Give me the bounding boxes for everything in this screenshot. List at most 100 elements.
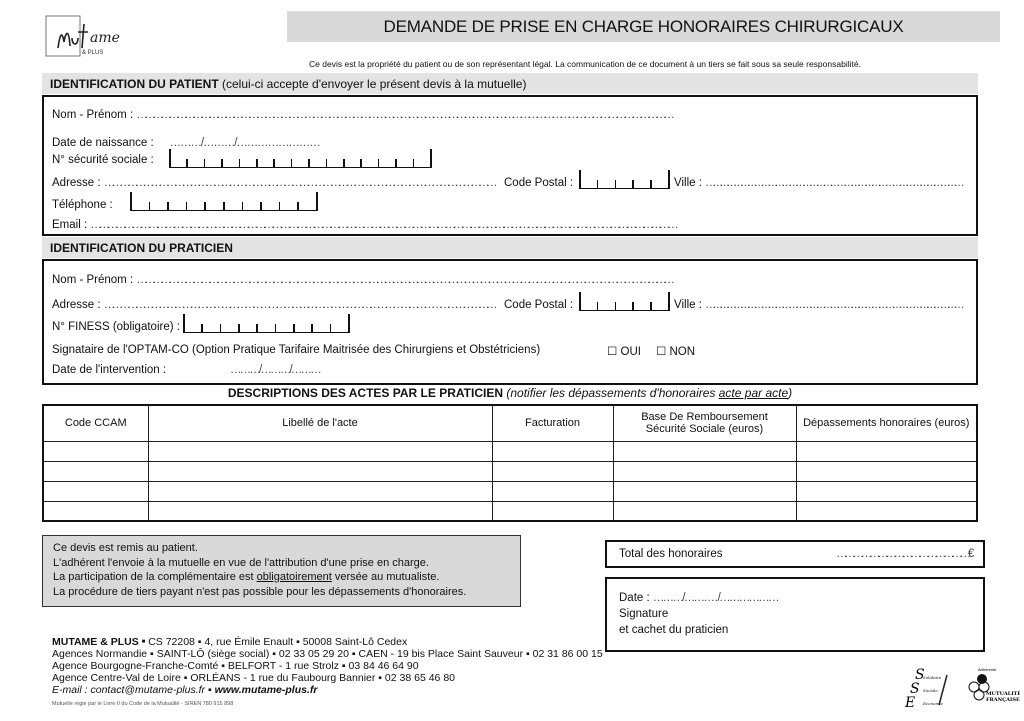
patient-cp-input[interactable] <box>579 170 670 189</box>
digit-cell-divider <box>278 202 281 210</box>
digit-cell-divider <box>203 159 206 167</box>
table-cell[interactable] <box>491 460 614 482</box>
digit-cell-divider <box>204 202 206 210</box>
table-cell[interactable] <box>795 460 978 482</box>
page-title: DEMANDE DE PRISE EN CHARGE HONORAIRES CH… <box>287 11 1000 42</box>
digit-cell-divider <box>614 302 617 310</box>
patient-notice: Ce devis est remis au patient. L'adhéren… <box>42 535 521 607</box>
finess-label: N° FINESS (obligatoire) : <box>52 321 180 333</box>
digit-cell-divider <box>167 202 169 210</box>
mutame-logo: ame & PLUS <box>44 12 154 62</box>
table-cell[interactable] <box>795 440 978 462</box>
digit-cell-divider <box>311 324 313 332</box>
table-cell[interactable] <box>612 500 797 522</box>
digit-cell-divider <box>238 324 240 332</box>
signature-box[interactable]: Date : ………/……… . /……………… Signature et ca… <box>605 577 985 652</box>
table-cell[interactable] <box>147 500 493 522</box>
table-row <box>42 500 978 522</box>
ess-logo: S S E Solidaire Sociale Economie <box>905 665 950 710</box>
col-facturation: Facturation <box>491 404 614 442</box>
disclaimer: Ce devis est la propriété du patient ou … <box>309 59 861 69</box>
ess-text: Solidaire Sociale Economie <box>923 675 943 706</box>
notice-line: La procédure de tiers payant n'est pas p… <box>53 585 467 598</box>
digit-cell-divider <box>219 324 222 332</box>
patient-address-field[interactable]: Adresse : ………………………………………………………………………………… <box>52 177 497 189</box>
table-cell[interactable] <box>42 460 149 482</box>
mutualite-francaise-logo: Adhérente MUTUALITÉ FRANÇAISE <box>960 665 1021 705</box>
table-cell[interactable] <box>491 500 614 522</box>
actes-heading: DESCRIPTIONS DES ACTES PAR LE PRATICIEN … <box>227 386 793 400</box>
digit-cell-divider <box>241 202 244 210</box>
optam-non-checkbox[interactable]: ☐ NON <box>656 346 696 358</box>
svg-text:S: S <box>910 681 920 697</box>
digit-cell-divider <box>186 159 188 167</box>
digit-cell-divider <box>579 170 581 188</box>
digit-cell-divider <box>148 202 151 210</box>
digit-cell-divider <box>256 324 258 332</box>
digit-cell-divider <box>650 180 652 188</box>
digit-cell-divider <box>273 159 275 167</box>
total-honoraires-field[interactable]: Total des honoraires …………………………………………€ <box>605 540 985 568</box>
digit-cell-divider <box>290 159 293 167</box>
digit-cell-divider <box>183 314 185 332</box>
actes-table: Code CCAM Libellé de l'acte Facturation … <box>42 404 978 522</box>
table-cell[interactable] <box>612 480 797 502</box>
table-cell[interactable] <box>612 440 797 462</box>
table-cell[interactable] <box>491 440 614 462</box>
table-cell[interactable] <box>147 480 493 502</box>
patient-tel-input[interactable] <box>130 192 318 211</box>
svg-text:E: E <box>905 695 915 710</box>
svg-text:Adhérente: Adhérente <box>978 667 997 672</box>
table-cell[interactable] <box>147 460 493 482</box>
patient-city-field[interactable]: Ville : ……………………………………………………………………………………… <box>674 177 965 189</box>
signature-label: Signature <box>619 608 669 620</box>
praticien-name-field[interactable]: Nom - Prénom : …………………………………………………………………… <box>52 274 675 286</box>
digit-cell-divider <box>316 192 318 210</box>
praticien-section-header: IDENTIFICATION DU PRATICIEN <box>42 237 978 258</box>
digit-cell-divider <box>223 202 225 210</box>
table-cell[interactable] <box>795 500 978 522</box>
table-cell[interactable] <box>795 480 978 502</box>
patient-email-field[interactable]: Email : ……………………………………………………………………………………… <box>52 219 679 231</box>
digit-cell-divider <box>650 302 652 310</box>
table-cell[interactable] <box>42 440 149 462</box>
footer: MUTAME & PLUS ■ CS 72208 ▪ 4, rue Émile … <box>52 636 603 708</box>
col-libelle: Libellé de l'acte <box>147 404 493 442</box>
patient-secu-input[interactable] <box>169 149 432 168</box>
table-cell[interactable] <box>42 500 149 522</box>
praticien-city-field[interactable]: Ville : ……………………………………………………………………………………… <box>674 299 965 311</box>
col-code-ccam: Code CCAM <box>42 404 149 442</box>
praticien-cp-label: Code Postal : <box>504 299 574 311</box>
svg-text:& PLUS: & PLUS <box>82 50 103 56</box>
praticien-cp-input[interactable] <box>579 292 670 311</box>
digit-cell-divider <box>130 192 132 210</box>
table-cell[interactable] <box>491 480 614 502</box>
svg-text:ame: ame <box>90 30 120 46</box>
patient-dob-field[interactable]: Date de naissance : ………/………/…………………… <box>52 137 321 149</box>
svg-text:S: S <box>915 667 925 683</box>
table-cell[interactable] <box>147 440 493 462</box>
digit-cell-divider <box>412 159 415 167</box>
digit-cell-divider <box>297 202 299 210</box>
svg-text:MUTUALITÉ: MUTUALITÉ <box>986 689 1020 697</box>
finess-input[interactable] <box>183 314 350 333</box>
digit-cell-divider <box>308 159 310 167</box>
digit-cell-divider <box>221 159 223 167</box>
digit-cell-divider <box>632 302 634 310</box>
digit-cell-divider <box>596 302 599 310</box>
table-header-row: Code CCAM Libellé de l'acte Facturation … <box>42 404 978 442</box>
table-cell[interactable] <box>42 480 149 502</box>
patient-name-field[interactable]: Nom - Prénom : …………………………………………………………………… <box>52 109 675 121</box>
patient-section-header: IDENTIFICATION DU PATIENT (celui-ci acce… <box>42 73 978 94</box>
notice-line: L'adhérent l'envoie à la mutuelle en vue… <box>53 556 429 569</box>
digit-cell-divider <box>274 324 277 332</box>
intervention-date-field[interactable]: Date de l'intervention : ………/………/……… <box>52 364 322 376</box>
patient-box: Nom - Prénom : …………………………………………………………………… <box>42 95 978 236</box>
table-cell[interactable] <box>612 460 797 482</box>
praticien-address-field[interactable]: Adresse : ………………………………………………………………………………… <box>52 299 497 311</box>
patient-tel-label: Téléphone : <box>52 199 113 211</box>
website-link[interactable]: www.mutame-plus.fr <box>214 684 318 697</box>
optam-oui-checkbox[interactable]: ☐ OUI <box>607 346 641 358</box>
digit-cell-divider <box>293 324 295 332</box>
signature-date: Date : ………/……… . /……………… <box>619 592 780 604</box>
